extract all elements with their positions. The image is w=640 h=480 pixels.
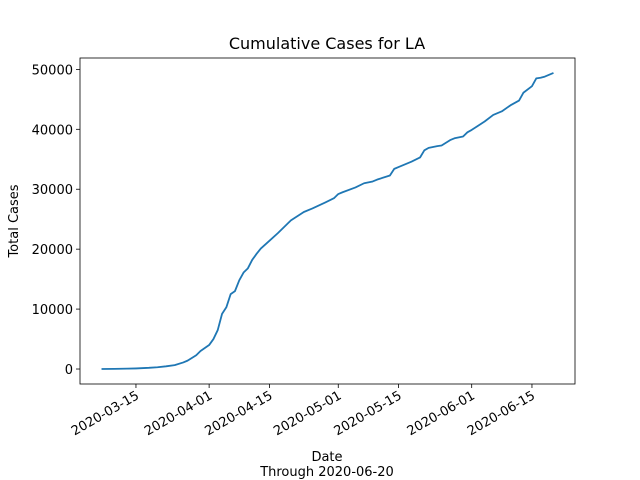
y-tick-label: 50000 (32, 63, 73, 78)
x-axis-label: Date (311, 450, 342, 465)
y-tick-label: 20000 (32, 243, 73, 258)
y-tick-label: 0 (65, 363, 73, 378)
x-tick-label: 2020-05-01 (271, 388, 344, 439)
x-tick-label: 2020-06-01 (405, 388, 478, 439)
chart-title: Cumulative Cases for LA (229, 34, 425, 53)
y-tick-label: 10000 (32, 303, 73, 318)
y-axis-label: Total Cases (7, 184, 22, 258)
x-tick-label: 2020-03-15 (69, 388, 142, 439)
plot-frame (79, 57, 576, 385)
y-tick-label: 40000 (32, 123, 73, 138)
note: Through 2020-06-20 (259, 465, 394, 480)
data-line (101, 72, 554, 370)
x-tick-label: 2020-06-15 (465, 388, 538, 439)
x-tick-label: 2020-05-15 (332, 388, 405, 439)
x-tick-label: 2020-04-01 (142, 388, 215, 439)
y-tick-label: 30000 (32, 183, 73, 198)
x-tick-label: 2020-04-15 (202, 388, 275, 439)
